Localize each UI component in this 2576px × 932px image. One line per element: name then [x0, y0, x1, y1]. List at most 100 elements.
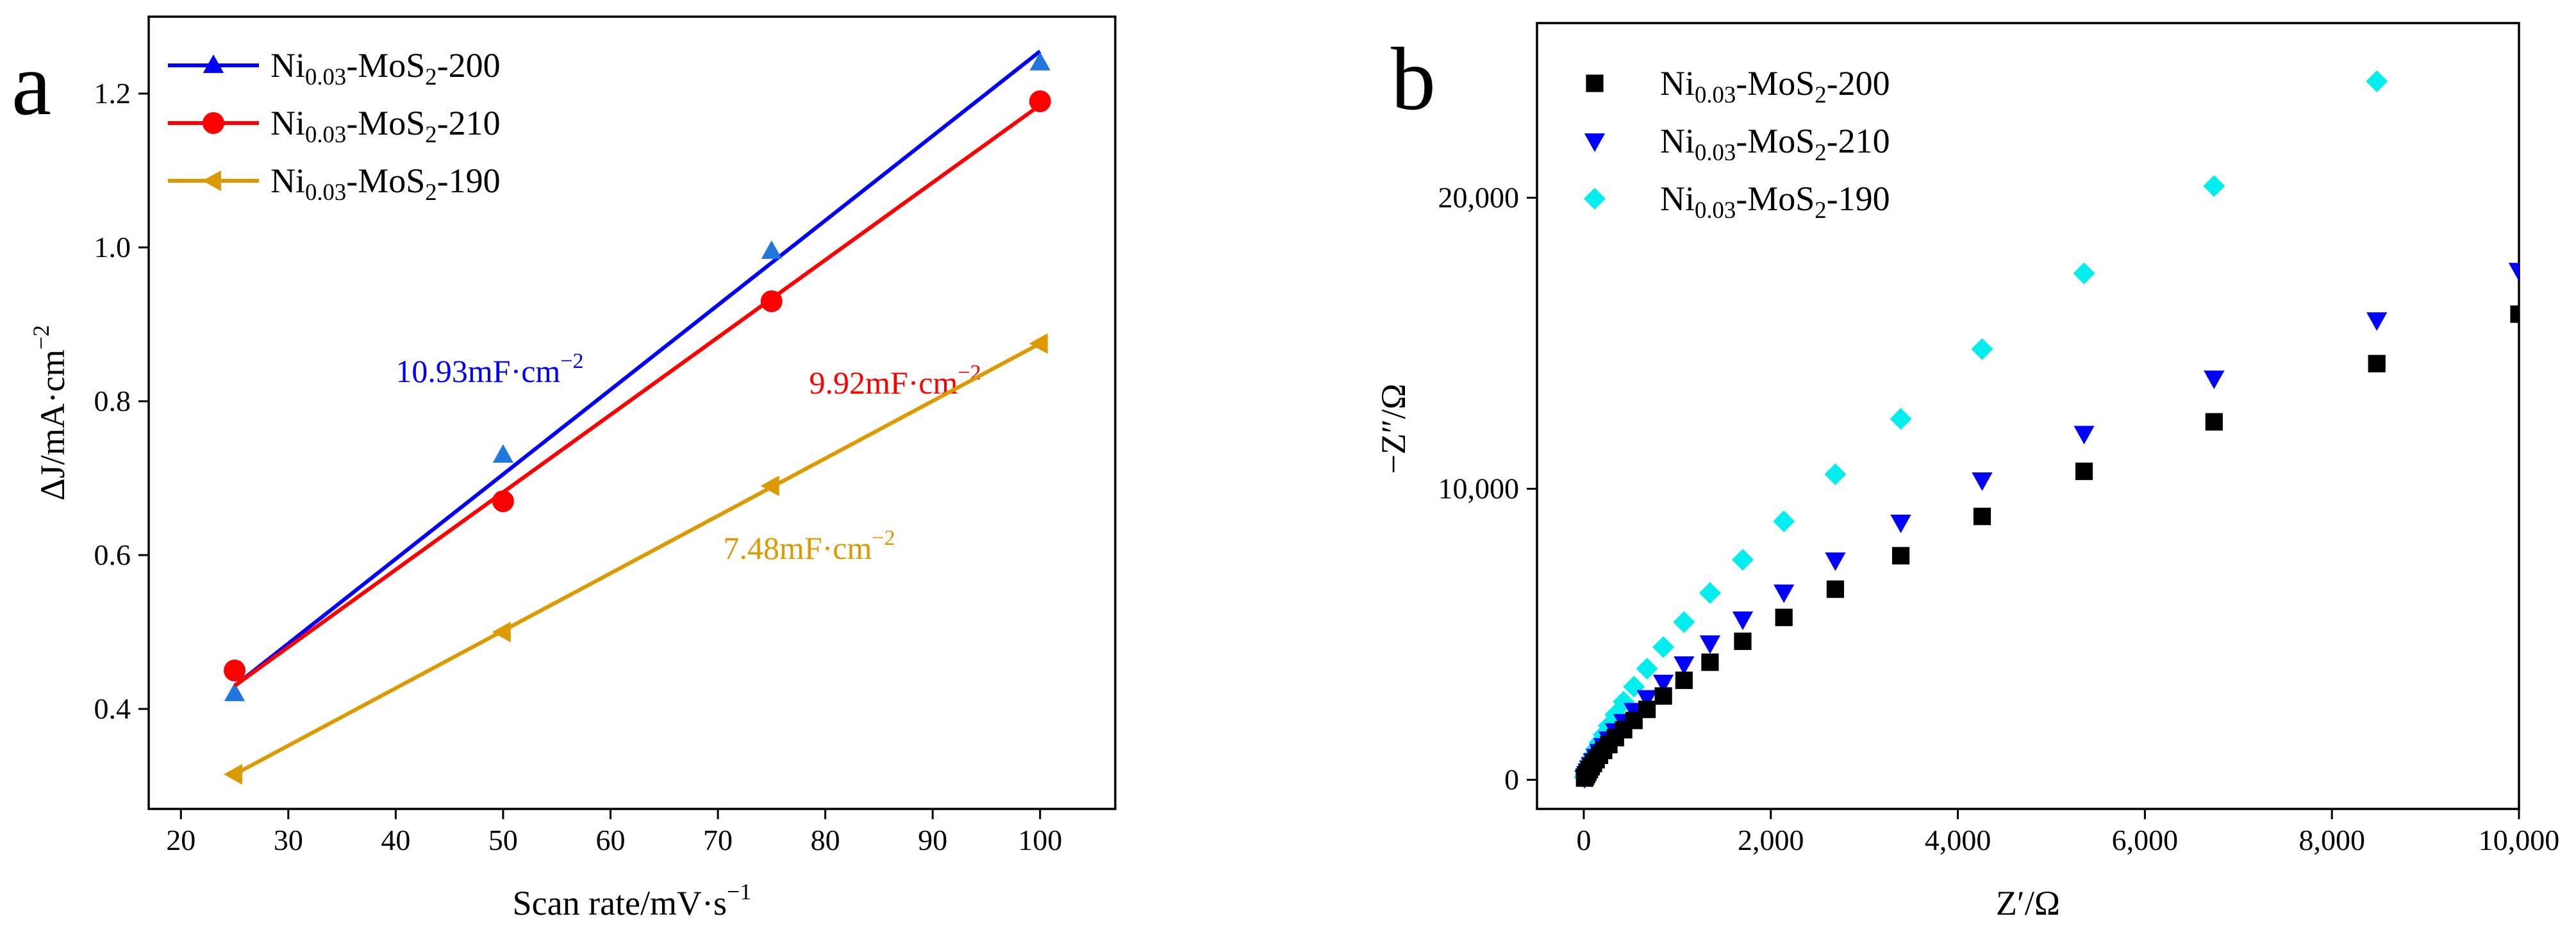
data-point [1636, 690, 1658, 709]
data-point [1825, 552, 1846, 571]
legend-marker [1584, 188, 1606, 210]
x-tick-label: 100 [1018, 824, 1062, 856]
data-point [1029, 52, 1051, 71]
data-point [1890, 408, 1912, 430]
data-point [1675, 671, 1693, 689]
data-point [224, 763, 242, 785]
legend-label: Ni0.03-MoS2-200 [1660, 64, 1890, 108]
data-point [1773, 510, 1795, 533]
fit-line-200 [233, 49, 1042, 688]
x-tick-label: 60 [595, 824, 625, 856]
data-point [2205, 413, 2223, 431]
data-layer [1574, 70, 2519, 789]
fit-line-210 [233, 103, 1042, 688]
x-axis-label: Z′/Ω [1996, 884, 2060, 922]
data-point [1890, 514, 1911, 533]
data-point [1029, 90, 1051, 112]
legend-marker [1586, 74, 1604, 92]
data-point [1731, 549, 1754, 571]
data-point [1674, 656, 1695, 675]
y-axis-label: −Z″/Ω [1374, 383, 1413, 474]
x-tick-label: 50 [488, 824, 518, 856]
data-point [1673, 611, 1695, 633]
y-tick-label: 20,000 [1438, 181, 1520, 213]
x-tick-label: 90 [918, 824, 947, 856]
data-point [1652, 674, 1674, 694]
y-tick-label: 0.6 [94, 538, 131, 571]
legend-label: Ni0.03-MoS2-210 [270, 104, 501, 147]
data-point [1891, 547, 1910, 565]
data-point [760, 475, 779, 497]
data-point [224, 683, 245, 701]
data-point [1972, 472, 1993, 491]
x-tick-label: 8,000 [2298, 824, 2365, 856]
slope-annotation: 10.93mF·cm−2 [395, 349, 583, 389]
data-point [1699, 582, 1721, 604]
y-tick-label: 0 [1504, 763, 1519, 796]
y-tick-label: 1.2 [94, 77, 131, 110]
data-point [224, 660, 246, 681]
data-point [2508, 263, 2519, 281]
legend-label: Ni0.03-MoS2-190 [1660, 179, 1890, 223]
data-point [1701, 653, 1719, 671]
x-tick-label: 6,000 [2112, 824, 2179, 856]
data-point [2073, 262, 2095, 285]
plot-frame [1536, 22, 2520, 810]
x-tick-label: 4,000 [1925, 824, 1991, 856]
x-tick-label: 0 [1576, 824, 1591, 856]
x-tick-label: 80 [811, 824, 840, 856]
data-point [2510, 305, 2519, 323]
data-point [1732, 612, 1754, 630]
x-tick-label: 20 [166, 824, 195, 856]
legend-marker [203, 112, 224, 134]
y-axis-label: ΔJ/mA·cm−2 [28, 325, 72, 501]
data-point [1775, 608, 1793, 626]
data-point [2368, 354, 2386, 372]
slope-annotation: 9.92mF·cm−2 [809, 361, 981, 401]
y-tick-label: 0.8 [94, 385, 131, 417]
slope-annotation: 7.48mF·cm−2 [723, 526, 895, 566]
data-point [2366, 70, 2388, 92]
plot-frame [147, 15, 1117, 810]
data-point [2075, 462, 2093, 480]
data-point [1973, 508, 1991, 526]
data-point [2204, 370, 2225, 389]
panel-a: 20 30 40 50 60 70 80 90 100 0.4 0.6 0.8 1.0 1.2 10.93m… [12, 15, 1117, 922]
legend-label: Ni0.03-MoS2-210 [1660, 122, 1890, 165]
data-point [1636, 658, 1658, 680]
y-tick-label: 1.0 [94, 231, 131, 263]
panel-b: 0 2,000 4,000 6,000 8,000 10,000 0 10,000 20,000… [1374, 22, 2560, 922]
panel-label-a: a [12, 35, 51, 134]
data-point [1654, 687, 1672, 705]
data-point [760, 290, 783, 312]
fit-line-190 [233, 342, 1042, 776]
y-tick-label: 10,000 [1438, 472, 1520, 505]
data-point [2366, 312, 2388, 331]
x-tick-label: 70 [703, 824, 733, 856]
data-point [1971, 338, 1993, 360]
y-tick-label: 0.4 [94, 692, 131, 725]
x-axis-label: Scan rate/mV·s−1 [513, 879, 752, 922]
data-point [492, 444, 514, 463]
data-point [1734, 632, 1752, 651]
x-tick-label: 30 [274, 824, 303, 856]
data-point [1826, 580, 1845, 598]
x-tick-label: 40 [381, 824, 410, 856]
data-point [492, 490, 514, 512]
legend-marker [203, 54, 224, 73]
x-tick-label: 10,000 [2479, 824, 2560, 856]
data-point [2073, 426, 2095, 445]
data-point [1824, 463, 1847, 485]
data-point [761, 240, 782, 259]
legend-marker [203, 170, 221, 192]
data-point [492, 621, 511, 643]
data-point [1699, 635, 1721, 654]
data-point [2203, 175, 2225, 197]
legend-label: Ni0.03-MoS2-200 [270, 46, 501, 90]
x-tick-label: 2,000 [1738, 824, 1804, 856]
panel-label-b: b [1391, 29, 1436, 129]
data-point [1652, 636, 1675, 658]
legend-label: Ni0.03-MoS2-190 [270, 162, 501, 205]
legend-marker [1584, 133, 1606, 152]
